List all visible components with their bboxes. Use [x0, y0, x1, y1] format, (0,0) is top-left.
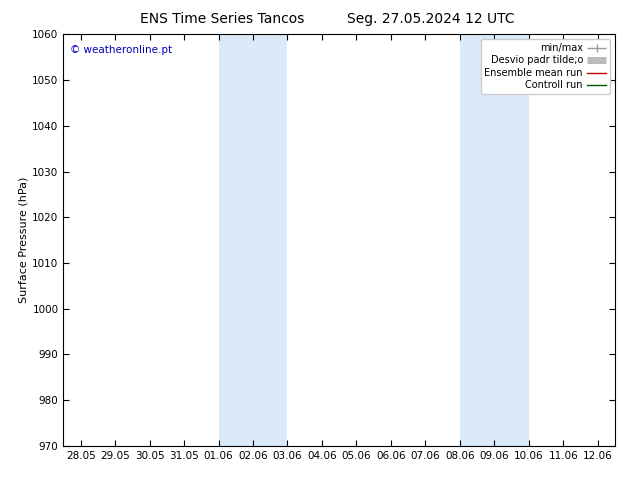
Legend: min/max, Desvio padr tilde;o, Ensemble mean run, Controll run: min/max, Desvio padr tilde;o, Ensemble m…: [481, 39, 610, 94]
Y-axis label: Surface Pressure (hPa): Surface Pressure (hPa): [18, 177, 28, 303]
Bar: [219, 34, 287, 446]
Text: © weatheronline.pt: © weatheronline.pt: [70, 45, 172, 54]
Text: Seg. 27.05.2024 12 UTC: Seg. 27.05.2024 12 UTC: [347, 12, 515, 26]
Text: ENS Time Series Tancos: ENS Time Series Tancos: [139, 12, 304, 26]
Bar: [460, 34, 529, 446]
